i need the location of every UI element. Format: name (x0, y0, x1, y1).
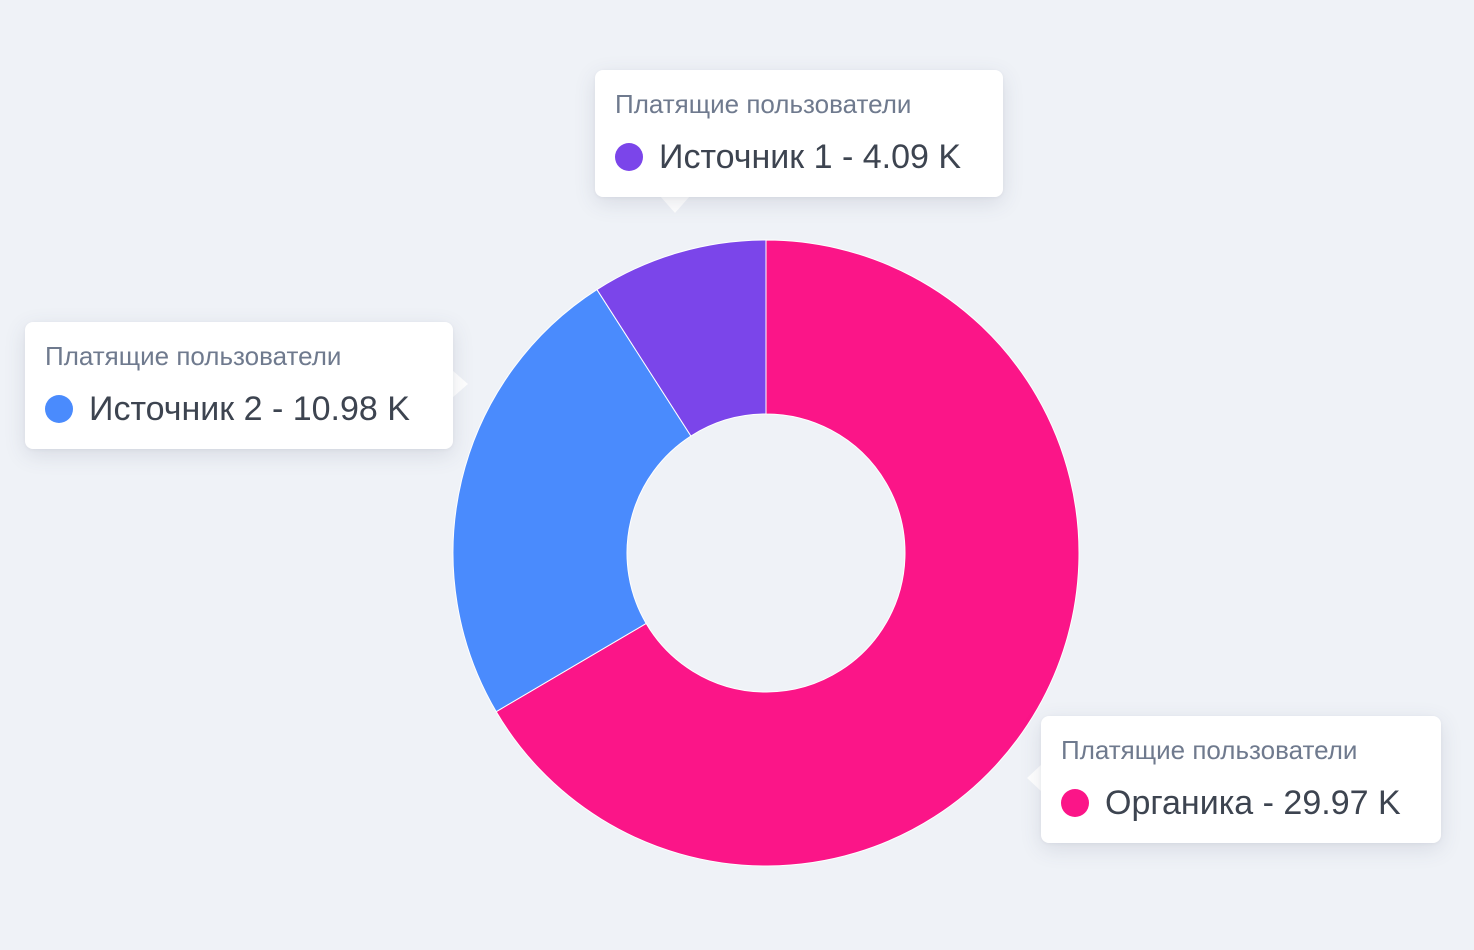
tooltip-arrow-source-2 (452, 370, 468, 398)
tooltip-arrow-organic (1027, 764, 1042, 792)
tooltip-value: Органика - 29.97 K (1105, 784, 1401, 822)
tooltip-title: Платящие пользователи (1061, 735, 1358, 765)
legend-dot-icon (615, 143, 643, 171)
donut-slice-1[interactable] (495, 239, 1080, 867)
legend-dot-icon (1061, 789, 1089, 817)
tooltip-row: Органика - 29.97 K (1061, 783, 1421, 823)
tooltip-arrow-source-1 (660, 196, 690, 213)
tooltip-row: Источник 1 - 4.09 K (615, 137, 983, 177)
legend-dot-icon (45, 395, 73, 423)
donut-slices (452, 239, 1080, 867)
tooltip-arrows (452, 196, 1042, 792)
donut-slice-3[interactable] (596, 239, 767, 437)
tooltip-source-1: Платящие пользователи Источник 1 - 4.09 … (595, 70, 1003, 197)
tooltip-row: Источник 2 - 10.98 K (45, 389, 433, 429)
tooltip-title: Платящие пользователи (45, 341, 342, 371)
tooltip-title: Платящие пользователи (615, 89, 912, 119)
tooltip-value: Источник 1 - 4.09 K (659, 138, 962, 176)
donut-slice-2[interactable] (452, 288, 692, 713)
tooltip-source-2: Платящие пользователи Источник 2 - 10.98… (25, 322, 453, 449)
tooltip-organic: Платящие пользователи Органика - 29.97 K (1041, 716, 1441, 843)
tooltip-value: Источник 2 - 10.98 K (89, 390, 410, 428)
